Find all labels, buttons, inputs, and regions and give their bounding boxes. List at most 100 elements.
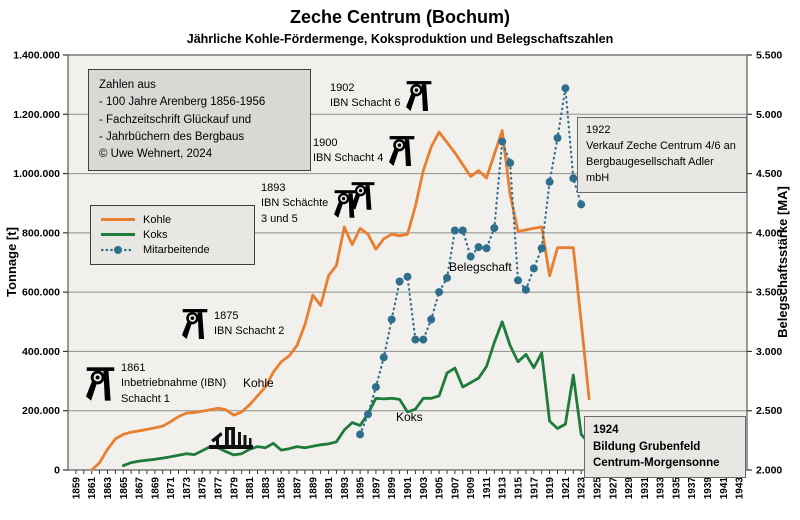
legend-label: Mitarbeitende [143,243,210,256]
source-line: - Jahrbüchern des Bergbaus [99,130,245,143]
svg-text:1915: 1915 [514,477,525,500]
annotation-year: 1861 [121,362,146,374]
annotation-year: 1922 [586,124,611,136]
svg-text:1877: 1877 [214,477,225,500]
annotation-text: IBN Schacht 6 [330,97,401,109]
mine-headframe-icon [389,136,415,166]
mine-headframe-icon [351,182,375,210]
belegschaft-line-label: Belegschaft [449,260,512,274]
mine-headframe-icon [406,81,432,111]
legend-label: Kohle [143,213,172,226]
svg-text:1895: 1895 [356,477,367,500]
svg-text:1905: 1905 [435,477,446,500]
svg-text:1929: 1929 [624,477,635,500]
svg-text:1883: 1883 [261,477,272,500]
annotation-1922-verkauf: 1922 Verkauf Zeche Centrum 4/6 an Bergba… [577,117,747,193]
svg-text:1875: 1875 [198,477,209,500]
svg-text:600.000: 600.000 [22,287,60,299]
svg-text:1873: 1873 [182,477,193,500]
svg-text:1867: 1867 [135,477,146,500]
svg-text:1859: 1859 [71,477,82,500]
mine-headframe-icon [182,309,208,339]
svg-text:1913: 1913 [498,477,509,500]
svg-text:2.000: 2.000 [756,465,782,477]
annotation-text: Verkauf Zeche Centrum 4/6 an [586,139,736,152]
svg-text:1925: 1925 [592,477,603,500]
page-title: Zeche Centrum (Bochum) [289,7,511,27]
svg-text:1885: 1885 [277,477,288,500]
svg-text:1887: 1887 [292,477,303,500]
svg-text:1927: 1927 [608,477,619,500]
source-line: - Fachzeitschrift Glückauf und [99,113,252,126]
svg-text:1931: 1931 [640,477,651,500]
koks-line-sample-icon [101,233,135,236]
svg-text:1901: 1901 [403,477,414,500]
svg-text:5.000: 5.000 [756,109,782,121]
coking-plant-icon [209,427,253,449]
legend-label: Koks [143,228,168,241]
svg-text:1923: 1923 [577,477,588,500]
svg-text:Belegschaftsstärke [MA]: Belegschaftsstärke [MA] [775,186,790,338]
annotation-text: IBN Schacht 2 [214,325,285,337]
mitarbeitende-dotted-sample-icon [100,245,136,255]
annotation-text: Bergbaugesellschaft Adler mbH [586,155,714,184]
annotation-text: Bildung Grubenfeld [593,440,701,453]
svg-text:1921: 1921 [561,477,572,500]
svg-text:1871: 1871 [166,477,177,500]
svg-text:800.000: 800.000 [22,227,60,239]
legend-item-kohle: Kohle [101,212,244,227]
annotation-year: 1924 [593,424,619,436]
svg-text:1943: 1943 [735,477,746,500]
kohle-line-label: Kohle [243,376,274,390]
svg-text:1933: 1933 [656,477,667,500]
annotation-1924-grubenfeld: 1924 Bildung Grubenfeld Centrum-Morgenso… [584,416,746,479]
page-subtitle: Jährliche Kohle-Fördermenge, Koksprodukt… [186,32,614,46]
svg-text:1863: 1863 [103,477,114,500]
annotation-text: IBN Schacht 4 [313,152,384,164]
svg-text:Tonnage [t]: Tonnage [t] [4,227,19,297]
annotation-text: Inbetriebnahme (IBN) [121,377,227,390]
svg-text:1889: 1889 [308,477,319,500]
svg-text:1865: 1865 [119,477,130,500]
svg-text:1939: 1939 [703,477,714,500]
svg-text:0: 0 [54,465,60,477]
svg-text:1919: 1919 [545,477,556,500]
svg-text:1909: 1909 [466,477,477,500]
svg-text:1.200.000: 1.200.000 [13,109,60,121]
svg-text:1893: 1893 [340,477,351,500]
source-line: Zahlen aus [99,79,156,91]
annotation-1902-schacht6: 1902 IBN Schacht 6 [330,80,432,112]
annotation-text: IBN Schächte [261,197,329,210]
source-line: © Uwe Wehnert, 2024 [99,148,213,160]
legend: Kohle Koks Mitarbeitende [90,205,255,265]
annotation-year: 1902 [330,81,355,94]
annotation-year: 1893 [261,182,286,194]
svg-text:1891: 1891 [324,477,335,500]
svg-text:4.000: 4.000 [756,227,782,239]
annotation-1861-schacht1: 1861 Inbetriebnahme (IBN) Schacht 1 [86,361,226,407]
mine-headframe-icon [86,367,115,401]
annotation-1900-schacht4: 1900 IBN Schacht 4 [313,135,415,167]
source-line: - 100 Jahre Arenberg 1856-1956 [99,96,266,109]
svg-text:3.500: 3.500 [756,287,782,299]
svg-text:1911: 1911 [482,477,493,499]
svg-text:200.000: 200.000 [22,405,60,417]
svg-text:1917: 1917 [529,477,540,500]
koks-line-label: Koks [396,410,423,424]
svg-text:1937: 1937 [687,477,698,500]
annotation-year: 1875 [214,309,239,322]
svg-text:400.000: 400.000 [22,346,60,358]
svg-text:1869: 1869 [150,477,161,500]
legend-item-mitarbeitende: Mitarbeitende [100,242,244,257]
svg-text:1935: 1935 [671,477,682,500]
svg-text:2.500: 2.500 [756,405,782,417]
double-headframe-icons [334,181,375,227]
svg-text:1881: 1881 [245,477,256,500]
svg-text:1.000.000: 1.000.000 [13,168,60,180]
svg-text:3.000: 3.000 [756,346,782,358]
annotation-1875-schacht2: 1875 IBN Schacht 2 [182,308,284,340]
svg-text:1907: 1907 [450,477,461,500]
svg-text:1899: 1899 [387,477,398,500]
legend-item-koks: Koks [101,227,244,242]
